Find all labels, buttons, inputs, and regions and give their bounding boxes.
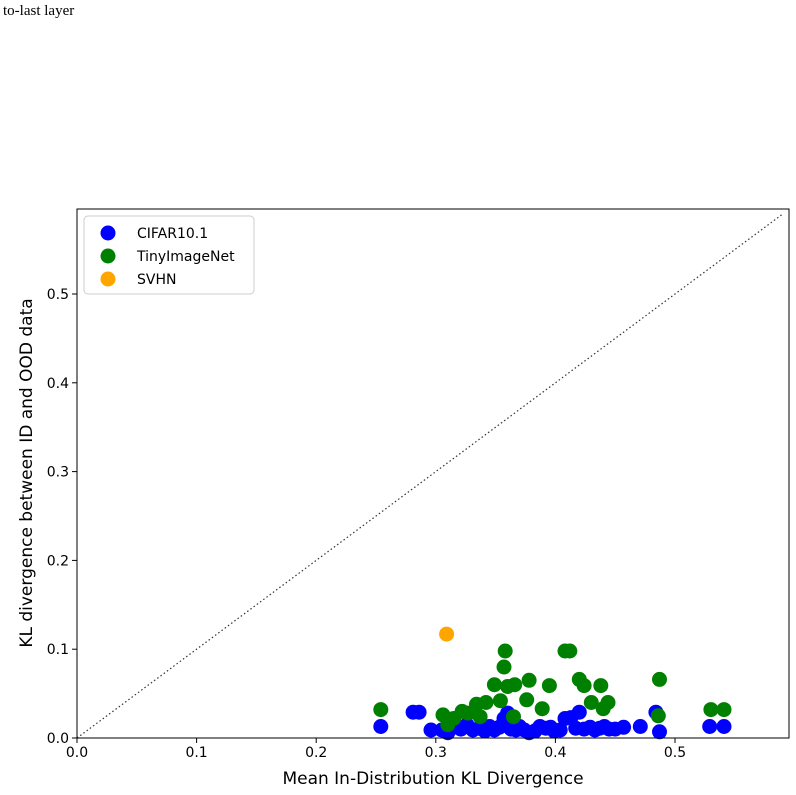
y-axis-label: KL divergence between ID and OOD data (17, 298, 37, 647)
point-cifar10-1 (423, 722, 439, 738)
point-tinyimagenet (593, 678, 609, 694)
y-tick-label: 0.4 (47, 376, 69, 392)
point-cifar10-1 (652, 724, 667, 740)
point-tinyimagenet (521, 672, 537, 688)
point-svhn (439, 626, 455, 642)
point-tinyimagenet (650, 708, 666, 724)
x-tick-label: 0.1 (185, 745, 207, 761)
x-axis-label: Mean In-Distribution KL Divergence (282, 769, 583, 789)
point-tinyimagenet (600, 695, 616, 710)
x-tick-label: 0.2 (305, 745, 327, 761)
point-tinyimagenet (652, 671, 667, 687)
point-tinyimagenet (534, 701, 550, 717)
point-cifar10-1 (571, 704, 587, 720)
point-tinyimagenet (562, 643, 578, 659)
point-tinyimagenet (486, 677, 502, 693)
point-tinyimagenet (497, 643, 513, 659)
point-tinyimagenet (583, 695, 599, 710)
point-cifar10-1 (616, 719, 632, 735)
x-tick-label: 0.0 (66, 745, 88, 761)
point-tinyimagenet (478, 695, 494, 710)
point-cifar10-1 (373, 719, 389, 734)
legend-label: TinyImageNet (136, 249, 235, 265)
point-tinyimagenet (541, 678, 557, 694)
point-tinyimagenet (492, 693, 508, 709)
x-tick-label: 0.5 (664, 745, 686, 761)
point-tinyimagenet (576, 678, 592, 694)
point-tinyimagenet (519, 692, 535, 708)
point-cifar10-1 (632, 719, 648, 734)
point-cifar10-1 (411, 704, 427, 720)
x-tick-label: 0.3 (425, 745, 447, 761)
legend-marker (100, 248, 116, 264)
y-tick-label: 0.0 (47, 731, 69, 747)
figure-caption: to-last layer (3, 3, 75, 19)
point-cifar10-1 (716, 719, 732, 734)
legend-label: CIFAR10.1 (137, 226, 208, 242)
point-tinyimagenet (506, 709, 521, 725)
legend-marker (100, 225, 116, 241)
y-tick-label: 0.3 (47, 465, 69, 481)
y-tick-label: 0.5 (47, 287, 69, 303)
y-tick-label: 0.1 (47, 642, 69, 658)
legend-marker (100, 271, 116, 287)
axes-frame (76, 208, 790, 739)
x-tick-label: 0.4 (544, 745, 566, 761)
legend-label: SVHN (137, 272, 176, 288)
point-cifar10-1 (552, 722, 568, 738)
point-tinyimagenet (716, 702, 732, 718)
point-tinyimagenet (472, 709, 488, 725)
point-tinyimagenet (507, 677, 523, 693)
point-tinyimagenet (496, 659, 512, 675)
point-cifar10-1 (702, 719, 718, 734)
diagonal-reference-line (76, 213, 783, 739)
point-tinyimagenet (373, 702, 389, 718)
point-tinyimagenet (703, 702, 719, 718)
y-tick-label: 0.2 (47, 553, 69, 569)
legend-box (83, 215, 255, 295)
